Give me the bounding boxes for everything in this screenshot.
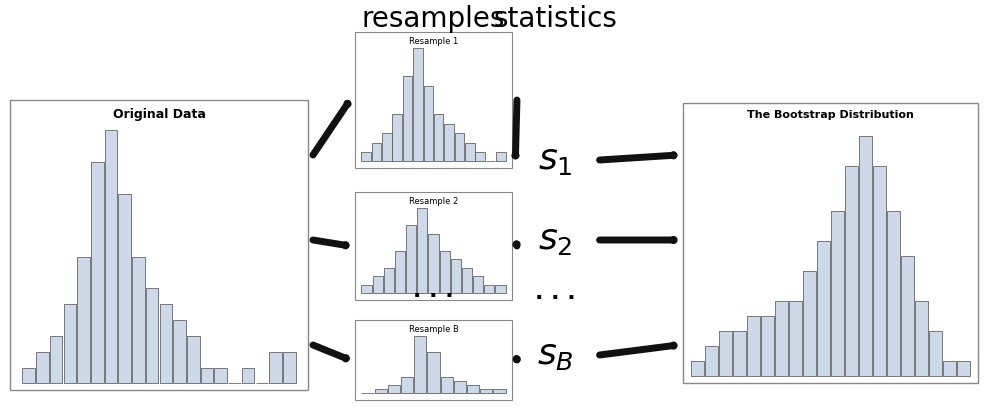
Bar [36, 352, 49, 384]
Bar [392, 114, 402, 162]
Bar [887, 211, 900, 376]
Bar [375, 389, 386, 393]
Bar [915, 301, 928, 376]
FancyBboxPatch shape [10, 100, 308, 390]
Bar [496, 152, 505, 162]
Bar [214, 368, 227, 384]
FancyBboxPatch shape [355, 32, 512, 168]
Bar [831, 211, 844, 376]
Text: $s_{2}$: $s_{2}$ [538, 223, 572, 257]
Bar [494, 389, 505, 393]
Bar [818, 241, 829, 376]
Bar [733, 331, 746, 376]
Bar [473, 276, 484, 293]
FancyBboxPatch shape [683, 103, 978, 383]
Bar [23, 368, 35, 384]
Bar [859, 136, 872, 376]
Bar [803, 271, 816, 376]
Bar [362, 152, 371, 162]
Bar [942, 361, 955, 376]
Bar [454, 381, 466, 393]
Bar [63, 304, 76, 384]
Bar [413, 48, 423, 162]
Bar [173, 320, 186, 384]
Bar [706, 346, 718, 376]
Bar [50, 336, 62, 384]
FancyBboxPatch shape [355, 320, 512, 400]
Bar [747, 316, 760, 376]
Bar [362, 285, 372, 293]
Bar [481, 389, 493, 393]
Bar [440, 251, 450, 293]
Bar [402, 76, 412, 162]
Bar [384, 268, 394, 293]
Bar [394, 251, 405, 293]
Text: · · ·: · · · [535, 288, 576, 308]
Bar [242, 368, 255, 384]
Bar [146, 288, 159, 384]
Bar [775, 301, 788, 376]
Bar [428, 233, 439, 293]
FancyBboxPatch shape [355, 192, 512, 300]
Text: resamples: resamples [362, 5, 505, 33]
Bar [462, 268, 472, 293]
Bar [873, 166, 886, 376]
Bar [789, 301, 802, 376]
Bar [118, 193, 131, 384]
Text: · · ·: · · · [413, 286, 454, 306]
Bar [956, 361, 969, 376]
Text: Original Data: Original Data [113, 108, 205, 121]
Bar [465, 142, 475, 162]
Bar [485, 285, 495, 293]
Bar [105, 130, 117, 384]
Text: $s_{B}$: $s_{B}$ [537, 338, 574, 372]
Bar [929, 331, 941, 376]
Bar [455, 133, 464, 162]
Bar [132, 257, 145, 384]
Bar [427, 353, 440, 393]
Bar [387, 385, 400, 393]
Bar [441, 377, 453, 393]
Bar [434, 114, 443, 162]
Bar [496, 285, 505, 293]
Bar [401, 377, 413, 393]
Bar [373, 276, 383, 293]
Text: Resample 1: Resample 1 [409, 37, 458, 46]
Bar [451, 259, 461, 293]
Bar [406, 225, 416, 293]
Bar [372, 142, 382, 162]
Bar [444, 124, 454, 162]
Bar [476, 152, 485, 162]
Bar [845, 166, 858, 376]
Bar [423, 86, 433, 162]
Bar [283, 352, 295, 384]
Bar [201, 368, 213, 384]
Bar [160, 304, 172, 384]
Text: Resample 2: Resample 2 [409, 197, 458, 206]
Bar [692, 361, 705, 376]
Bar [417, 208, 427, 293]
Bar [270, 352, 281, 384]
Bar [187, 336, 199, 384]
Bar [467, 385, 479, 393]
Bar [77, 257, 90, 384]
Text: $s_{1}$: $s_{1}$ [538, 143, 572, 177]
Bar [414, 336, 426, 393]
Text: statistics: statistics [494, 5, 617, 33]
Bar [91, 162, 104, 384]
Text: The Bootstrap Distribution: The Bootstrap Distribution [747, 110, 914, 120]
Bar [383, 133, 391, 162]
Bar [719, 331, 732, 376]
Bar [761, 316, 774, 376]
Text: Resample B: Resample B [408, 325, 459, 334]
Bar [901, 256, 914, 376]
